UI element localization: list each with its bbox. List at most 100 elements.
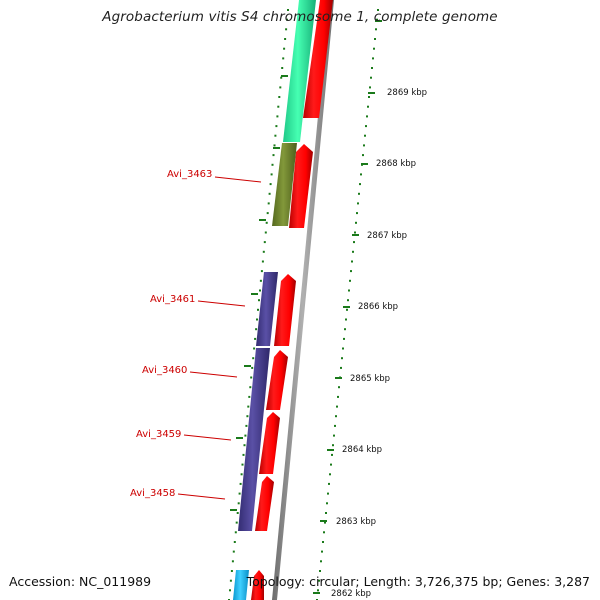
outer-ring-dot <box>340 366 342 369</box>
outer-ring-dot <box>335 415 337 418</box>
inner-ring-dot <box>282 57 285 60</box>
outer-tick-dash <box>352 234 359 236</box>
kbp-label-2866: 2866 kbp <box>358 302 398 312</box>
inner-ring-dot <box>240 473 243 476</box>
inner-ring-dot <box>279 86 282 89</box>
inner-ring-dot <box>242 453 245 456</box>
inner-tick-dash <box>244 365 251 367</box>
outer-ring-dot <box>337 395 339 398</box>
outer-ring-dot <box>321 550 323 553</box>
outer-ring-dot <box>360 173 362 176</box>
gene-label-avi-3463[interactable]: Avi_3463 <box>167 169 212 180</box>
forward-gene-5[interactable] <box>259 412 280 474</box>
outer-ring-dot <box>372 57 374 60</box>
inner-ring-dot <box>284 38 287 40</box>
forward-gene-6[interactable] <box>255 476 274 531</box>
inner-ring-dot <box>246 415 249 418</box>
inner-ring-dot <box>245 424 248 427</box>
inner-ring-dot <box>231 560 234 563</box>
inner-tick-marks <box>230 75 288 511</box>
outer-ring-dot <box>325 512 327 514</box>
inner-ring-dot <box>229 579 232 582</box>
inner-ring-dot <box>238 492 241 495</box>
inner-tick-dash <box>251 293 258 295</box>
outer-ring-dot <box>376 18 378 21</box>
inner-ring-dot <box>261 260 264 263</box>
outer-tick-dash <box>361 163 368 165</box>
teal-gene[interactable] <box>283 0 316 142</box>
inner-ring-dot <box>235 521 238 524</box>
outer-ring-dot <box>330 463 332 466</box>
inner-ring-dot <box>273 144 276 147</box>
gene-label-avi-3458[interactable]: Avi_3458 <box>130 488 175 499</box>
forward-gene-4[interactable] <box>266 350 288 410</box>
outer-ring-dot <box>352 250 354 253</box>
inner-ring-dot <box>264 231 267 234</box>
outer-ring-dot <box>347 299 349 302</box>
outer-ring-dot <box>324 521 326 524</box>
inner-ring-dot <box>287 9 289 11</box>
outer-ring-dot <box>334 424 336 427</box>
inner-ring-dot <box>253 347 256 350</box>
outer-ring-dot <box>363 144 365 147</box>
inner-ring-dot <box>241 463 244 466</box>
inner-ring-dot <box>244 434 247 437</box>
outer-ring-dot <box>359 183 361 186</box>
outer-ring-dot <box>318 579 320 582</box>
purple-gene-2[interactable] <box>238 348 270 531</box>
outer-ring-dot <box>358 192 360 195</box>
olive-gene[interactable] <box>272 143 297 226</box>
purple-gene-1[interactable] <box>256 272 278 346</box>
outer-ring-dot <box>319 570 321 572</box>
outer-tick-dash <box>320 520 327 522</box>
leader-line-avi-3459 <box>183 434 232 441</box>
gene-label-avi-3460[interactable]: Avi_3460 <box>142 365 187 376</box>
inner-ring-dot <box>248 395 251 398</box>
inner-ring-dot <box>274 134 277 137</box>
outer-ring-dot <box>344 328 346 331</box>
outer-ring-dot <box>366 115 368 118</box>
inner-ring-dot <box>276 115 279 118</box>
outer-ring-dot <box>341 357 343 360</box>
reverse-strand-genes[interactable] <box>233 0 316 600</box>
outer-tick-dash <box>313 592 320 594</box>
inner-ring-dot <box>265 221 268 224</box>
kbp-label-2863: 2863 kbp <box>336 517 376 527</box>
outer-ring-dot <box>377 9 379 11</box>
outer-ring-dot <box>320 560 322 563</box>
inner-tick-dash <box>230 509 237 511</box>
outer-ring-dot <box>327 492 329 495</box>
gene-labels: Avi_3463 Avi_3461 Avi_3460 Avi_3459 Avi_… <box>130 169 262 500</box>
inner-ring-dot <box>281 67 284 69</box>
outer-ring-dot <box>333 434 335 437</box>
gene-label-avi-3461[interactable]: Avi_3461 <box>150 294 195 305</box>
outer-tick-marks <box>313 20 382 594</box>
outer-ring-dot <box>345 318 347 321</box>
forward-gene-1[interactable] <box>303 0 333 118</box>
forward-gene-7[interactable] <box>251 570 264 600</box>
outer-ring-dot <box>348 289 350 292</box>
gene-label-avi-3459[interactable]: Avi_3459 <box>136 429 181 440</box>
inner-ring-dot <box>283 47 286 50</box>
kbp-label-2868: 2868 kbp <box>376 159 416 169</box>
outer-ring-dot <box>373 47 375 50</box>
forward-gene-3[interactable] <box>274 274 296 346</box>
inner-ring-dot <box>254 337 257 340</box>
inner-ring-dot <box>234 531 237 534</box>
leader-line-avi-3461 <box>197 300 246 307</box>
cyan-gene[interactable] <box>233 570 249 600</box>
kbp-label-2865: 2865 kbp <box>350 374 390 384</box>
forward-gene-2[interactable] <box>289 144 313 228</box>
forward-strand-genes[interactable] <box>251 0 333 600</box>
outer-ring-dot <box>371 67 373 69</box>
kbp-label-2864: 2864 kbp <box>342 445 382 455</box>
outer-ring-dot <box>343 337 345 340</box>
outer-ring-dot <box>355 221 357 224</box>
inner-ring-dot <box>251 366 254 369</box>
outer-ring-dot <box>364 134 366 137</box>
inner-ring-dot <box>252 357 255 360</box>
outer-ring-dot <box>329 473 331 476</box>
outer-ring-dot <box>349 279 351 282</box>
inner-ring-dot <box>280 76 283 79</box>
